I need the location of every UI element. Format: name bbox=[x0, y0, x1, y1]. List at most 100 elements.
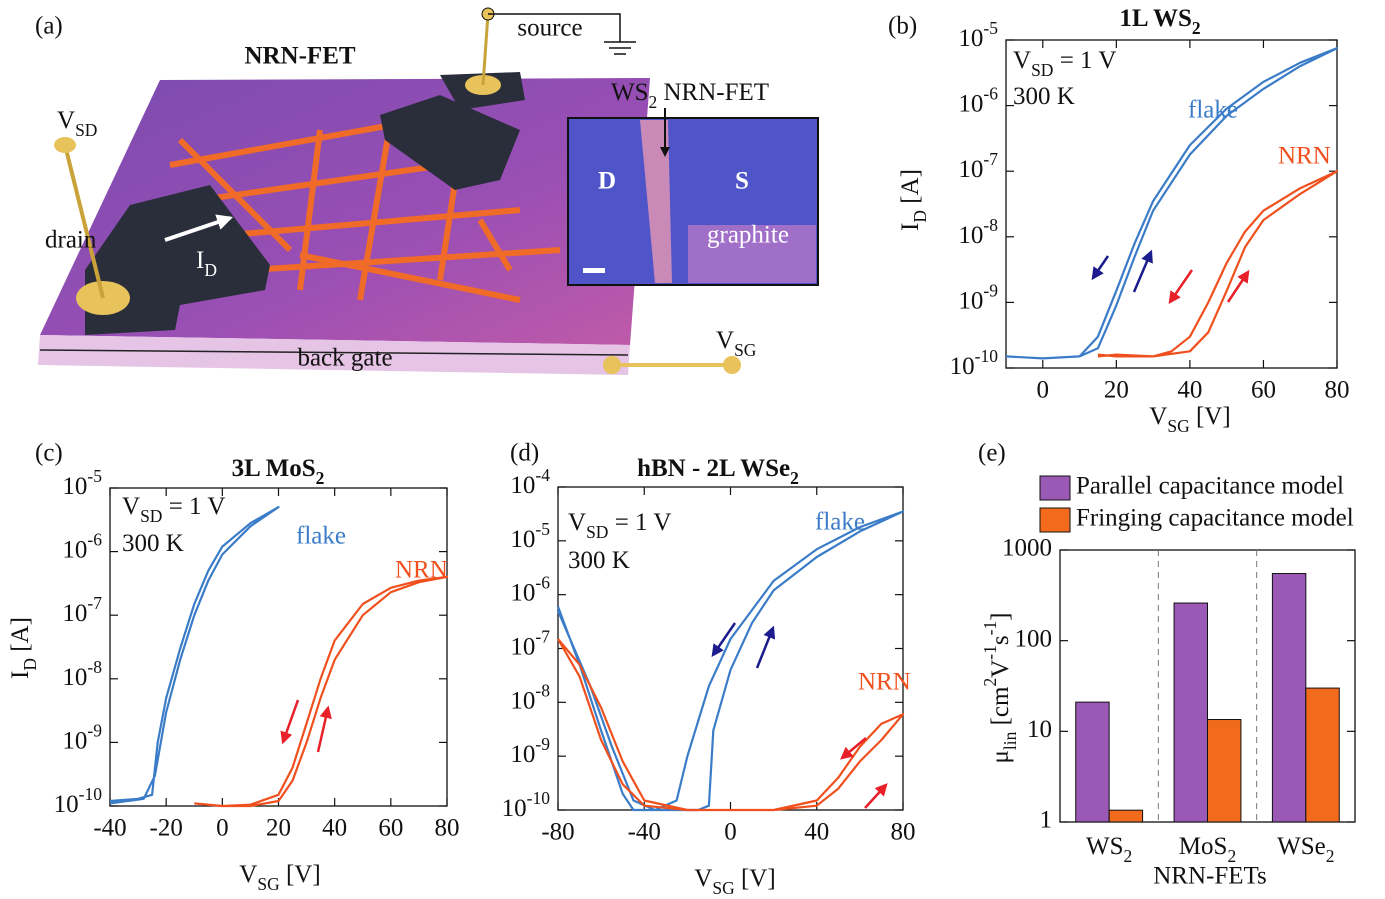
x-tick-label: 40 bbox=[804, 819, 829, 846]
text-part: -10 bbox=[527, 788, 551, 808]
y-tick-label: 10-9 bbox=[510, 734, 550, 768]
sweep-arrow bbox=[283, 700, 298, 742]
text-part: 1L WS bbox=[1119, 5, 1192, 32]
sweep-arrow bbox=[1170, 270, 1192, 302]
text-part: 10 bbox=[958, 222, 983, 249]
bar bbox=[1076, 702, 1109, 822]
text-part: 10 bbox=[510, 472, 535, 499]
y-tick-label: 10 bbox=[1027, 716, 1052, 743]
y-tick-label: 10-5 bbox=[510, 519, 550, 553]
text-part: -6 bbox=[983, 84, 998, 104]
text-part: -8 bbox=[87, 657, 102, 677]
gate-contact bbox=[603, 356, 621, 374]
text-part: SG bbox=[1167, 416, 1190, 436]
bar bbox=[1272, 574, 1305, 822]
text-part: 10 bbox=[950, 353, 975, 380]
text-part: -5 bbox=[87, 466, 102, 486]
text-part: V bbox=[1013, 47, 1031, 74]
text-part: -10 bbox=[79, 784, 103, 804]
text-part: 2 bbox=[648, 92, 657, 112]
text-part: -5 bbox=[535, 519, 550, 539]
y-axis-label: ID [A] bbox=[897, 169, 930, 231]
inset-d: D bbox=[598, 168, 616, 195]
text-part: lin bbox=[1000, 731, 1020, 750]
text-part: -7 bbox=[87, 593, 102, 613]
series-label: NRN bbox=[858, 669, 911, 696]
text-part: 2 bbox=[1227, 846, 1236, 866]
text-part: -1 bbox=[980, 645, 1000, 660]
curve bbox=[194, 577, 447, 806]
x-tick-label: 40 bbox=[322, 815, 347, 842]
y-tick-label: 1 bbox=[1040, 807, 1053, 834]
figure: (a) NRN-FET source drain VSD ID back gat… bbox=[0, 0, 1385, 899]
sweep-arrow bbox=[318, 708, 328, 752]
text-part: 10 bbox=[62, 664, 87, 691]
text-part: 2 bbox=[1192, 18, 1201, 38]
y-tick-label: 10-8 bbox=[510, 680, 550, 714]
text-part: 2 bbox=[980, 678, 1000, 687]
text-part: -1 bbox=[980, 621, 1000, 636]
text-part: 2 bbox=[1124, 846, 1133, 866]
legend-label: Fringing capacitance model bbox=[1076, 505, 1354, 532]
text-part: -7 bbox=[983, 149, 998, 169]
text-part: -10 bbox=[975, 346, 999, 366]
x-tick-label: 80 bbox=[1325, 377, 1350, 404]
text-part: V bbox=[987, 660, 1014, 678]
text-part: V bbox=[122, 493, 140, 520]
text-part: ] bbox=[987, 612, 1014, 620]
x-tick-label: 80 bbox=[891, 819, 916, 846]
text-part: -6 bbox=[87, 530, 102, 550]
text-part: 10 bbox=[958, 156, 983, 183]
y-tick-label: 10-8 bbox=[62, 657, 102, 691]
text-part: 2 bbox=[316, 468, 325, 488]
text-part: -9 bbox=[535, 734, 550, 754]
text-part: I bbox=[7, 671, 34, 679]
y-tick-label: 10-6 bbox=[62, 530, 102, 564]
x-tick-label: -80 bbox=[541, 819, 574, 846]
y-tick-label: 10-9 bbox=[958, 280, 998, 314]
device-illustration bbox=[38, 8, 818, 375]
text-part: V bbox=[694, 865, 712, 892]
x-tick-label: 0 bbox=[724, 819, 737, 846]
text-part: 300 K bbox=[1013, 83, 1075, 110]
text-part: -6 bbox=[535, 573, 550, 593]
sweep-arrow bbox=[1134, 252, 1151, 292]
text-part: 2 bbox=[790, 468, 799, 488]
text-part: -8 bbox=[535, 680, 550, 700]
y-tick-label: 100 bbox=[1015, 625, 1053, 652]
y-axis-label: ID [A] bbox=[7, 617, 40, 679]
legend-swatch bbox=[1040, 476, 1070, 500]
text-part: V bbox=[716, 327, 734, 354]
text-part: V bbox=[57, 107, 75, 134]
text-part: NRN-FET bbox=[657, 79, 769, 106]
series-label: flake bbox=[815, 509, 865, 536]
text-part: μ bbox=[987, 750, 1014, 763]
bar bbox=[1208, 720, 1241, 822]
text-part: SG bbox=[257, 874, 280, 894]
chart-title: hBN - 2L WSe2 bbox=[637, 455, 799, 488]
back-gate-label: back gate bbox=[297, 345, 392, 372]
bar bbox=[1306, 688, 1339, 822]
text-part: hBN - 2L WSe bbox=[637, 455, 790, 482]
text-part: WSe bbox=[1277, 833, 1326, 860]
text-part: 10 bbox=[54, 791, 79, 818]
y-tick-label: 10-7 bbox=[510, 627, 550, 661]
y-tick-label: 10-7 bbox=[62, 593, 102, 627]
text-part: s bbox=[987, 635, 1014, 645]
x-axis-label: NRN-FETs bbox=[1153, 863, 1267, 890]
text-part: SD bbox=[1031, 60, 1053, 80]
panel-label: (a) bbox=[35, 13, 63, 40]
y-tick-label: 10-6 bbox=[958, 84, 998, 118]
text-part: V bbox=[568, 509, 586, 536]
text-part: 10 bbox=[958, 25, 983, 52]
text-part: D bbox=[910, 210, 930, 223]
panel-label: (b) bbox=[888, 13, 917, 40]
legend-label: Parallel capacitance model bbox=[1076, 473, 1344, 500]
series-label: flake bbox=[296, 523, 346, 550]
source-label: source bbox=[517, 15, 582, 42]
text-part: 10 bbox=[62, 727, 87, 754]
text-part: [V] bbox=[280, 861, 321, 888]
x-tick-label: 20 bbox=[266, 815, 291, 842]
text-part: [V] bbox=[735, 865, 776, 892]
sweep-arrow bbox=[1093, 256, 1108, 278]
